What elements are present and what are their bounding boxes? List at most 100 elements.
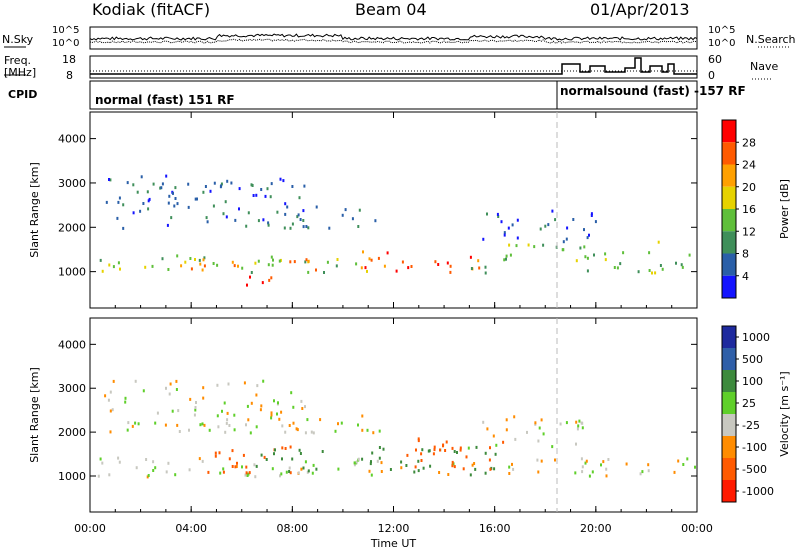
scatter-cell — [132, 211, 135, 215]
scatter-cell — [554, 218, 557, 222]
scatter-cell — [108, 263, 111, 267]
scatter-cell — [577, 424, 580, 428]
scatter-cell — [190, 267, 193, 271]
scatter-cell — [484, 265, 487, 269]
y-tick-label: 3000 — [58, 382, 86, 395]
scatter-cell — [305, 225, 308, 228]
scatter-cell — [654, 271, 657, 275]
scatter-cell — [554, 458, 556, 462]
scatter-cell — [117, 456, 120, 460]
scatter-cell — [263, 455, 266, 459]
scatter-cell — [289, 226, 292, 230]
scatter-cell — [134, 421, 137, 425]
scatter-cell — [140, 175, 143, 179]
scatter-cell — [176, 423, 179, 427]
scatter-cell — [304, 260, 307, 264]
scatter-cell — [540, 418, 543, 422]
scatter-cell — [251, 184, 254, 187]
scatter-cell — [341, 213, 344, 217]
scatter-cell — [167, 268, 170, 271]
scatter-cell — [245, 224, 248, 228]
scatter-cell — [484, 271, 487, 275]
scatter-cell — [174, 186, 177, 190]
scatter-cell — [126, 181, 129, 185]
scatter-cell — [101, 461, 104, 465]
scatter-cell — [165, 386, 167, 390]
scatter-cell — [482, 237, 485, 241]
scatter-cell — [417, 439, 420, 443]
cpid-label: CPID — [8, 88, 38, 101]
scatter-cell — [536, 458, 539, 462]
colorbar-tick-label: -100 — [742, 441, 767, 454]
scatter-cell — [230, 181, 233, 185]
scatter-cell — [198, 457, 201, 461]
scatter-cell — [225, 215, 228, 219]
colorbar-segment — [722, 142, 736, 165]
scatter-cell — [299, 452, 302, 455]
scatter-cell — [540, 459, 543, 463]
scatter-cell — [315, 205, 318, 209]
scatter-cell — [474, 467, 477, 471]
scatter-cell — [116, 216, 119, 220]
scatter-cell — [285, 470, 288, 474]
scatter-cell — [355, 262, 358, 266]
scatter-cell — [170, 216, 173, 220]
scatter-cell — [101, 269, 104, 273]
scatter-cell — [639, 472, 642, 476]
scatter-cell — [544, 224, 547, 228]
scatter-cell — [613, 266, 616, 269]
nave-tick-low: 0 — [708, 69, 715, 82]
scatter-cell — [225, 421, 228, 425]
scatter-cell — [279, 474, 281, 478]
scatter-cell — [619, 262, 622, 266]
scatter-cell — [124, 400, 127, 404]
scatter-cell — [505, 254, 508, 258]
scatter-cell — [112, 265, 115, 269]
scatter-cell — [465, 455, 468, 459]
colorbar-segment — [722, 414, 736, 436]
scatter-cell — [245, 465, 248, 469]
scatter-cell — [260, 453, 263, 457]
scatter-cell — [221, 409, 223, 413]
scatter-cell — [224, 200, 227, 204]
scatter-cell — [361, 457, 364, 461]
scatter-cell — [493, 467, 496, 471]
scatter-cell — [214, 454, 217, 458]
scatter-cell — [565, 421, 568, 425]
colorbar-label: Power [dB] — [778, 179, 791, 239]
scatter-cell — [444, 449, 447, 452]
scatter-cell — [502, 440, 505, 444]
scatter-cell — [291, 185, 294, 188]
scatter-cell — [270, 411, 273, 415]
scatter-cell — [291, 457, 294, 461]
scatter-cell — [152, 460, 155, 464]
date-title: 01/Apr/2013 — [590, 0, 690, 19]
scatter-cell — [198, 258, 201, 262]
scatter-cell — [581, 426, 584, 430]
scatter-cell — [380, 461, 383, 465]
scatter-cell — [152, 469, 155, 472]
scatter-cell — [304, 460, 307, 464]
colorbar-segment — [722, 253, 736, 276]
scatter-cell — [400, 460, 403, 464]
scatter-cell — [439, 448, 441, 452]
scatter-cell — [410, 265, 413, 268]
scatter-cell — [449, 270, 452, 274]
x-tick-label: 16:00 — [479, 522, 511, 535]
scatter-cell — [600, 463, 602, 467]
scatter-cell — [166, 223, 169, 227]
scatter-cell — [413, 470, 416, 474]
y-tick-label: 2000 — [58, 221, 86, 234]
scatter-cell — [238, 207, 240, 211]
scatter-cell — [586, 256, 589, 260]
scatter-cell — [437, 263, 440, 266]
scatter-cell — [265, 458, 268, 461]
scatter-cell — [602, 460, 605, 464]
scatter-cell — [694, 465, 696, 469]
scatter-cell — [406, 453, 409, 457]
colorbar-tick-label: 8 — [742, 248, 749, 261]
scatter-cell — [680, 263, 683, 267]
scatter-cell — [305, 258, 308, 262]
scatter-cell — [241, 465, 243, 469]
scatter-cell — [284, 202, 287, 206]
